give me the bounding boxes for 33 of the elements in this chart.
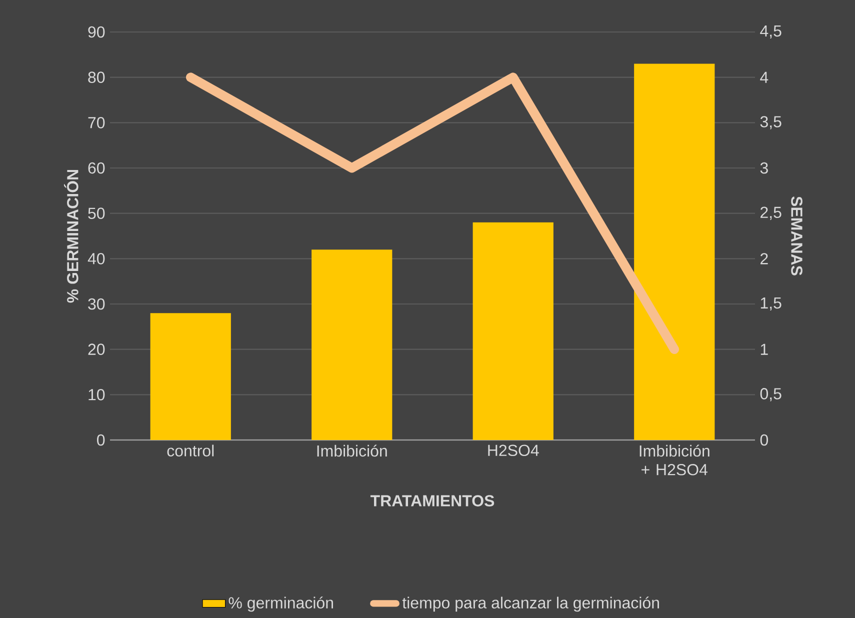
legend-label: % germinación bbox=[228, 596, 333, 612]
y2-tick-label: 3 bbox=[760, 162, 768, 174]
y-tick-label: 30 bbox=[88, 298, 105, 310]
y-tick-label: 50 bbox=[88, 208, 105, 219]
y2-tick-label: 1,5 bbox=[760, 297, 782, 311]
x-tick-label: control bbox=[167, 444, 214, 456]
y2-tick-label: 0 bbox=[760, 434, 768, 446]
bar bbox=[150, 313, 231, 440]
y-tick-label: 80 bbox=[88, 72, 105, 83]
y-tick-label: 20 bbox=[88, 344, 105, 355]
x-tick-label: Imbibición bbox=[317, 444, 387, 457]
x-tick-label: H2SO4 bbox=[488, 444, 539, 456]
y-tick-label: 0 bbox=[97, 434, 105, 446]
bar bbox=[472, 222, 554, 440]
y2-tick-label: 4,5 bbox=[760, 25, 782, 39]
y2-tick-label: 1 bbox=[760, 344, 768, 355]
y2-tick-label: 4 bbox=[760, 72, 768, 83]
y-tick-label: 10 bbox=[88, 389, 105, 400]
bar bbox=[312, 250, 392, 440]
y-tick-label: 60 bbox=[88, 162, 105, 174]
y-tick-label: 70 bbox=[88, 117, 105, 128]
y2-tick-label: 3,5 bbox=[760, 116, 782, 130]
y2-axis-title: SEMANAS bbox=[791, 196, 802, 276]
legend-label: tiempo para alcanzar la germinación bbox=[402, 596, 659, 612]
y-tick-label: 40 bbox=[88, 253, 105, 264]
y-axis-title: % GERMINACIÓN bbox=[64, 170, 78, 303]
x-axis-title: TRATAMIENTOS bbox=[370, 495, 494, 506]
bar bbox=[634, 64, 715, 440]
y-tick-label: 90 bbox=[88, 26, 105, 38]
y2-tick-label: 2,5 bbox=[760, 206, 782, 220]
x-tick-label: Imbibición + H2SO4 bbox=[640, 444, 710, 476]
y2-tick-label: 0,5 bbox=[760, 388, 782, 402]
y2-tick-label: 2 bbox=[760, 253, 768, 264]
